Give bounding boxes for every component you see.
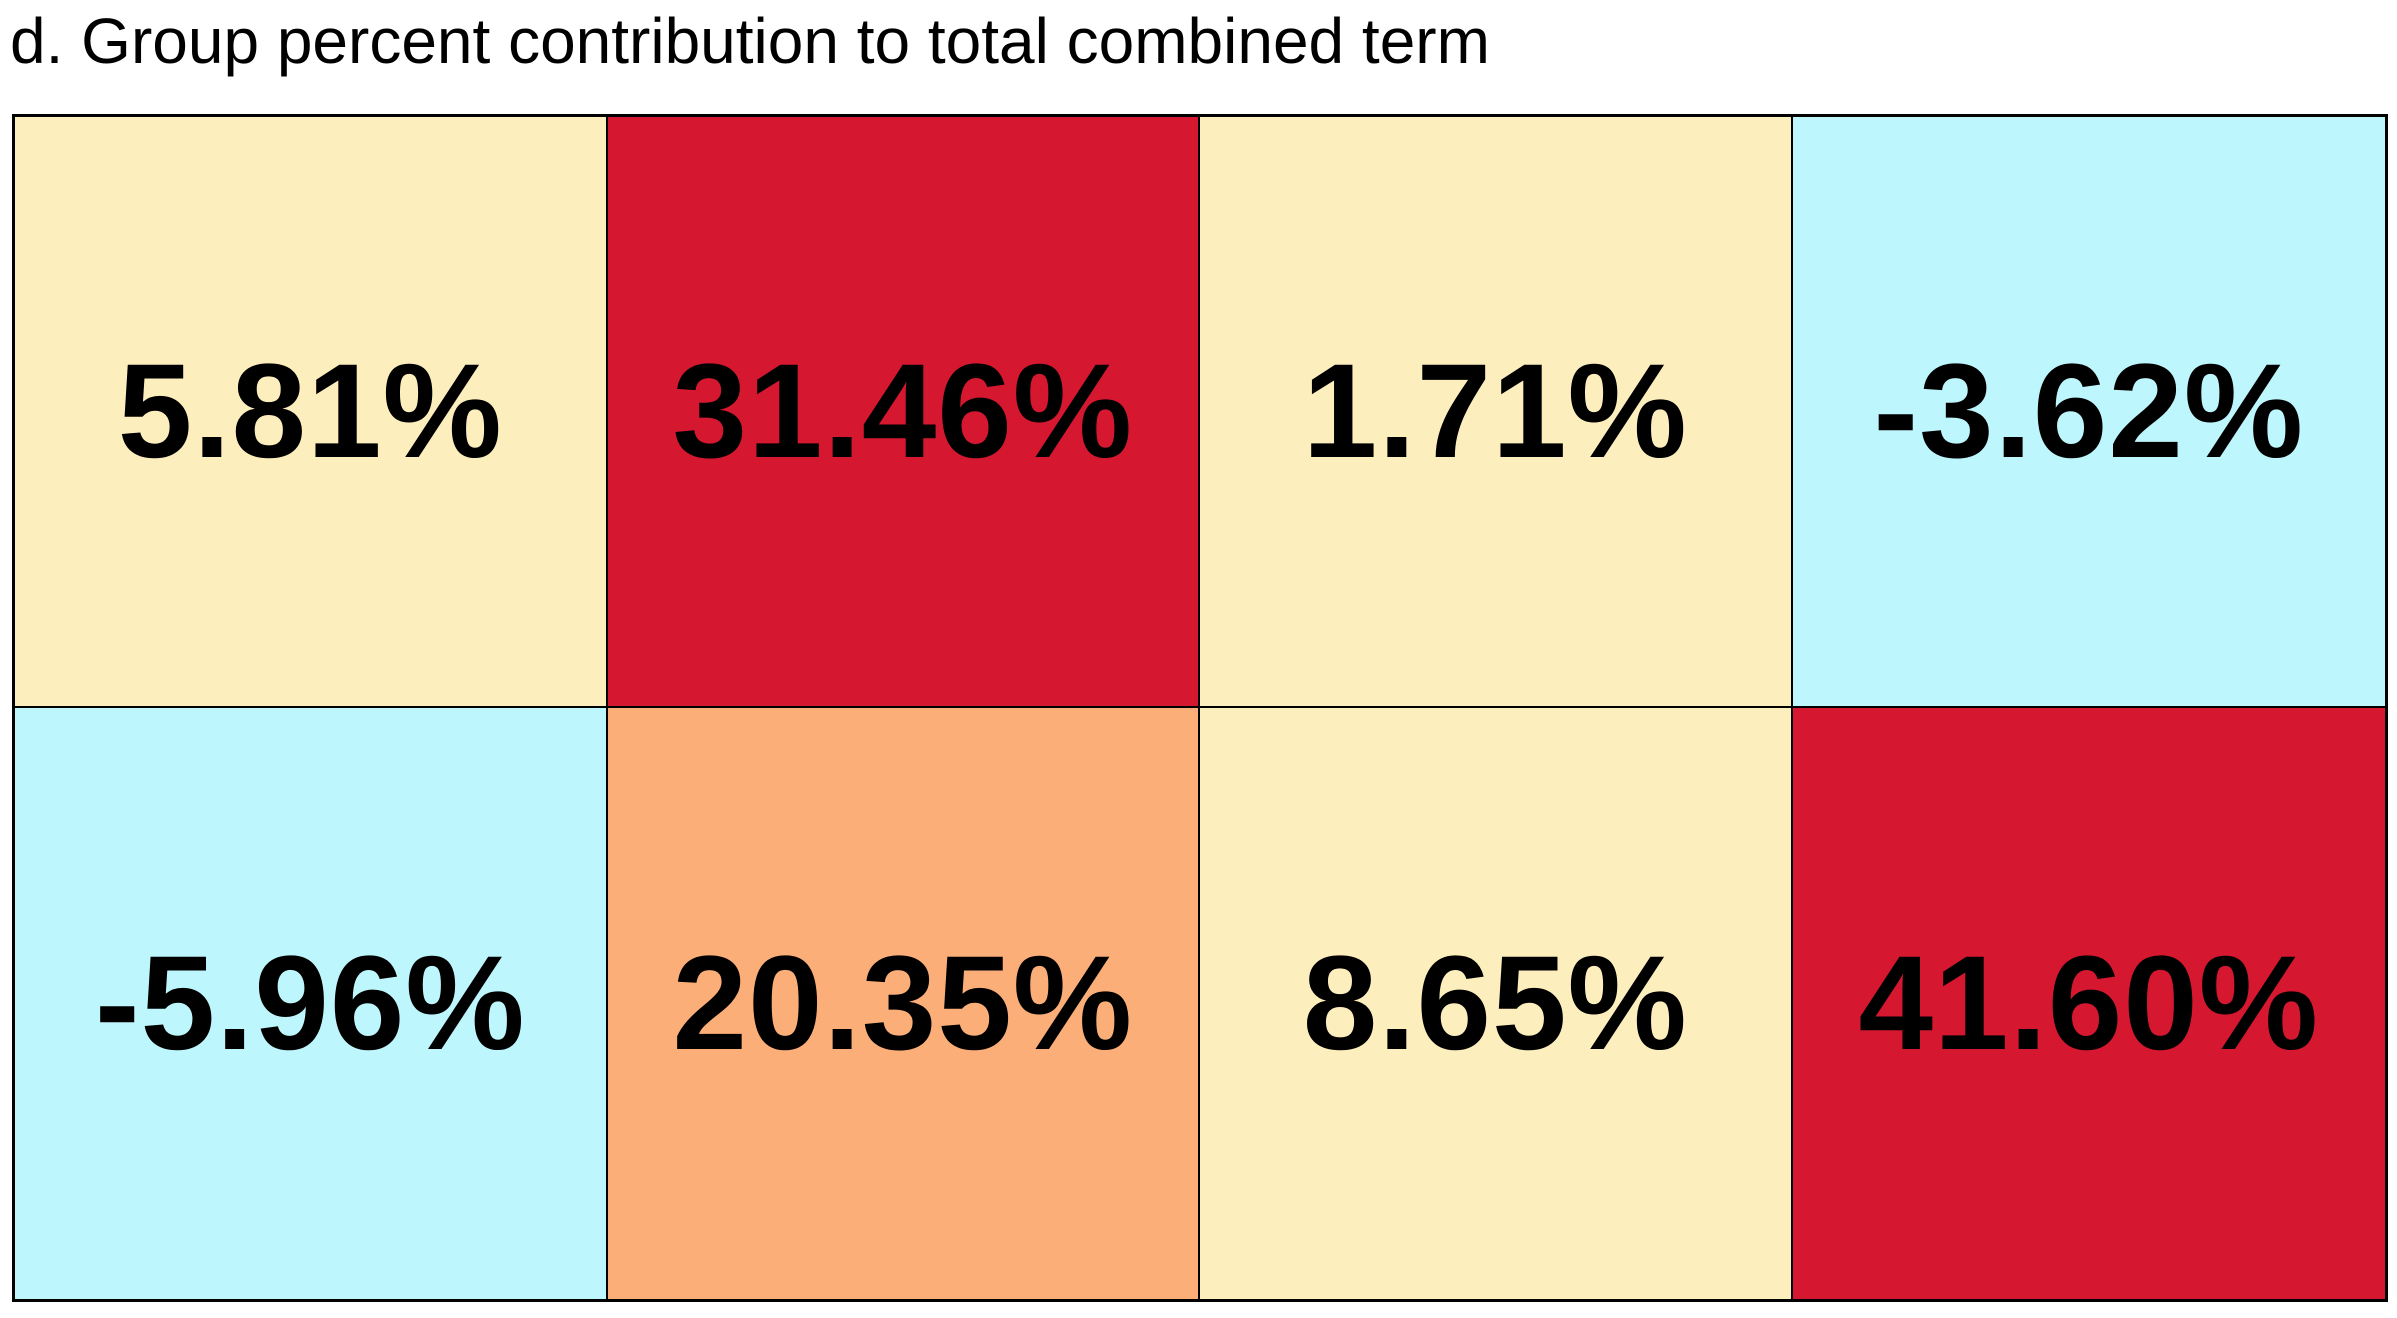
cell-value-label: 1.71% <box>1302 337 1688 486</box>
cell-value-label: 8.65% <box>1302 929 1688 1078</box>
heatmap-cell-r2-c4: 41.60% <box>1792 708 2385 1299</box>
heatmap-cell-r2-c2: 20.35% <box>607 708 1200 1299</box>
heatmap-cell-r1-c3: 1.71% <box>1200 117 1793 708</box>
cell-value-label: 20.35% <box>672 929 1133 1078</box>
heatmap-cell-r2-c1: -5.96% <box>15 708 608 1299</box>
chart-title: d. Group percent contribution to total c… <box>10 5 1490 77</box>
cell-value-label: 41.60% <box>1858 929 2319 1078</box>
cell-value-label: 31.46% <box>672 337 1133 486</box>
heatmap-cell-r2-c3: 8.65% <box>1200 708 1793 1299</box>
heatmap-cell-r1-c2: 31.46% <box>607 117 1200 708</box>
heatmap-cell-r1-c1: 5.81% <box>15 117 608 708</box>
heatmap-cell-r1-c4: -3.62% <box>1792 117 2385 708</box>
cell-value-label: -3.62% <box>1873 337 2305 486</box>
cell-value-label: 5.81% <box>117 337 503 486</box>
heatmap-grid: 5.81% 31.46% 1.71% -3.62% -5.96% 20.35% 8.65% 4… <box>12 114 2388 1302</box>
cell-value-label: -5.96% <box>94 929 526 1078</box>
